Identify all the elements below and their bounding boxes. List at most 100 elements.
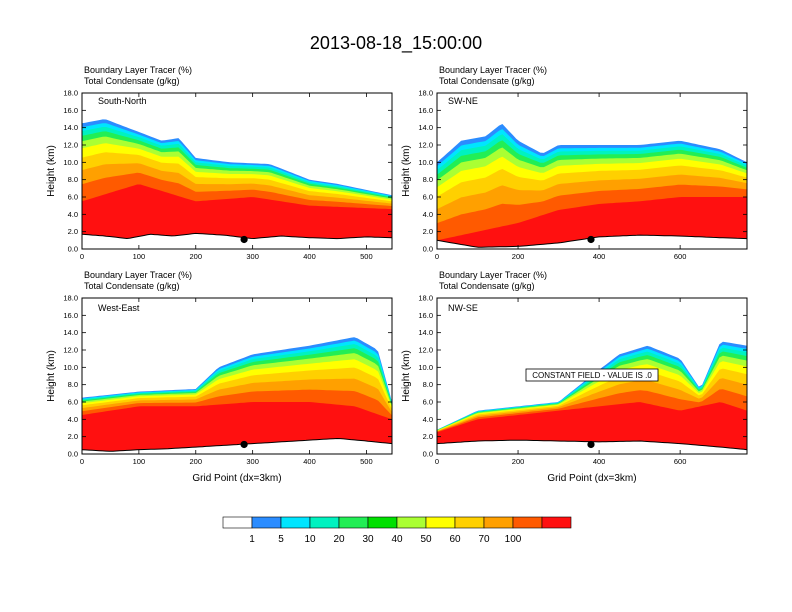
x-tick-label: 400 — [303, 252, 316, 261]
terrain-fill — [82, 438, 392, 454]
x-tick-label: 200 — [190, 252, 203, 261]
colorbar-label: 70 — [478, 534, 490, 545]
plot-frame — [436, 297, 748, 455]
constant-field-annotation: CONSTANT FIELD - VALUE IS .0 — [532, 371, 652, 380]
x-tick-label: 200 — [512, 252, 525, 261]
field-label-condensate: Total Condensate (g/kg) — [439, 76, 535, 86]
x-tick-label: 400 — [303, 457, 316, 466]
colorbar-label: 100 — [505, 534, 522, 545]
panel-name: West-East — [98, 303, 140, 313]
y-tick-label: 16.0 — [63, 311, 78, 320]
panel-name: SW-NE — [448, 96, 478, 106]
plot-frame — [81, 92, 393, 250]
x-tick-label: 500 — [360, 457, 373, 466]
chart-title: 2013-08-18_15:00:00 — [310, 33, 482, 54]
y-tick-label: 10.0 — [63, 363, 78, 372]
y-tick-label: 2.0 — [68, 432, 78, 441]
x-tick-label: 0 — [435, 457, 439, 466]
y-tick-label: 18.0 — [418, 89, 433, 98]
field-label-tracer: Boundary Layer Tracer (%) — [439, 270, 547, 280]
x-axis-label: Grid Point (dx=3km) — [192, 473, 281, 484]
plot-frame — [81, 297, 393, 455]
location-marker — [240, 235, 248, 244]
y-tick-label: 2.0 — [423, 432, 433, 441]
x-tick-label: 400 — [593, 457, 606, 466]
field-label-condensate: Total Condensate (g/kg) — [84, 76, 180, 86]
y-tick-label: 14.0 — [418, 328, 433, 337]
y-tick-label: 18.0 — [418, 294, 433, 303]
y-tick-label: 6.0 — [68, 193, 78, 202]
y-tick-label: 10.0 — [63, 158, 78, 167]
y-tick-label: 8.0 — [423, 380, 433, 389]
y-tick-label: 2.0 — [68, 227, 78, 236]
colorbar: 1 5 10 20 30 40 50 60 70 100 — [222, 516, 572, 545]
panel-south-north: Boundary Layer Tracer (%) Total Condensa… — [46, 65, 393, 261]
y-tick-label: 14.0 — [418, 123, 433, 132]
colorbar-label: 1 — [249, 534, 255, 545]
y-tick-label: 12.0 — [418, 141, 433, 150]
y-tick-label: 16.0 — [418, 311, 433, 320]
colorbar-label: 10 — [304, 534, 316, 545]
y-tick-label: 18.0 — [63, 294, 78, 303]
constant-field-box — [525, 368, 659, 382]
x-tick-label: 0 — [80, 457, 84, 466]
x-tick-label: 300 — [246, 457, 259, 466]
colorbar-swatch — [454, 516, 485, 529]
colorbar-swatch — [222, 516, 253, 529]
y-tick-label: 6.0 — [68, 398, 78, 407]
x-tick-label: 100 — [133, 252, 146, 261]
location-marker — [587, 235, 595, 244]
colorbar-swatch — [425, 516, 456, 529]
y-tick-label: 6.0 — [423, 398, 433, 407]
panel-sw-ne: Boundary Layer Tracer (%) Total Condensa… — [401, 65, 748, 261]
x-tick-label: 500 — [360, 252, 373, 261]
y-tick-label: 4.0 — [423, 210, 433, 219]
field-label-tracer: Boundary Layer Tracer (%) — [84, 65, 192, 75]
y-tick-label: 0.0 — [423, 450, 433, 459]
panel-name: South-North — [98, 96, 147, 106]
y-axis-label: Height (km) — [401, 145, 412, 197]
colorbar-label: 60 — [449, 534, 461, 545]
colorbar-swatch — [512, 516, 543, 529]
y-tick-label: 8.0 — [68, 380, 78, 389]
y-tick-label: 10.0 — [418, 158, 433, 167]
colorbar-label: 5 — [278, 534, 284, 545]
colorbar-label: 40 — [391, 534, 403, 545]
terrain-line — [82, 232, 392, 240]
y-tick-label: 2.0 — [423, 227, 433, 236]
y-tick-label: 10.0 — [418, 363, 433, 372]
colorbar-label: 30 — [362, 534, 374, 545]
panel-nw-se: Boundary Layer Tracer (%) Total Condensa… — [401, 270, 748, 484]
y-axis-label: Height (km) — [401, 350, 412, 402]
y-tick-label: 12.0 — [418, 346, 433, 355]
y-axis-label: Height (km) — [46, 350, 57, 402]
contour-band-9 — [82, 184, 392, 249]
colorbar-swatch — [309, 516, 340, 529]
y-tick-label: 14.0 — [63, 328, 78, 337]
y-tick-label: 4.0 — [423, 415, 433, 424]
colorbar-swatch — [541, 516, 572, 529]
field-label-tracer: Boundary Layer Tracer (%) — [84, 270, 192, 280]
y-tick-label: 0.0 — [68, 245, 78, 254]
terrain-line — [82, 437, 392, 452]
field-label-condensate: Total Condensate (g/kg) — [439, 281, 535, 291]
y-tick-label: 16.0 — [63, 106, 78, 115]
y-tick-label: 12.0 — [63, 346, 78, 355]
y-tick-label: 0.0 — [68, 450, 78, 459]
terrain-fill — [82, 233, 392, 249]
y-tick-label: 4.0 — [68, 415, 78, 424]
colorbar-label: 20 — [333, 534, 345, 545]
location-marker — [587, 440, 595, 449]
colorbar-swatch — [396, 516, 427, 529]
x-tick-label: 200 — [190, 457, 203, 466]
x-tick-label: 600 — [674, 457, 687, 466]
field-label-tracer: Boundary Layer Tracer (%) — [439, 65, 547, 75]
y-tick-label: 8.0 — [68, 175, 78, 184]
colorbar-swatch — [280, 516, 311, 529]
x-tick-label: 0 — [80, 252, 84, 261]
x-tick-label: 0 — [435, 252, 439, 261]
colorbar-swatch — [338, 516, 369, 529]
y-tick-label: 12.0 — [63, 141, 78, 150]
panel-west-east: Boundary Layer Tracer (%) Total Condensa… — [46, 270, 393, 484]
